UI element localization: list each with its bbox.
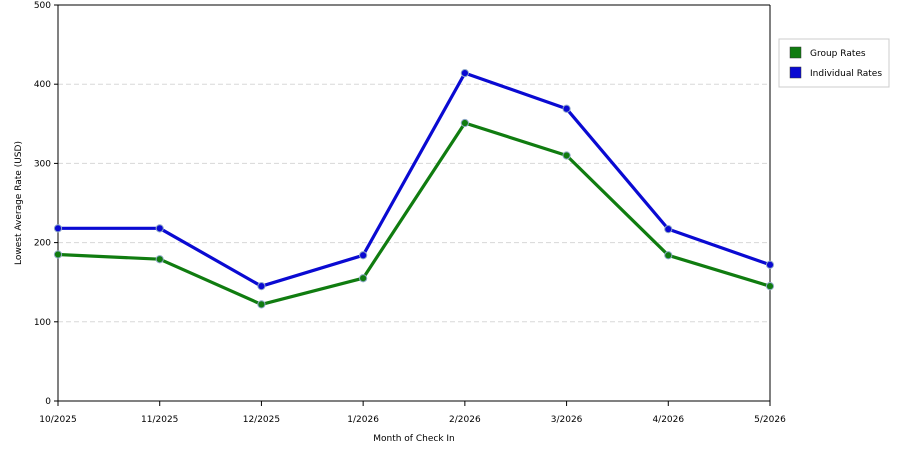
data-point xyxy=(53,250,63,259)
data-point xyxy=(359,274,368,283)
legend-box xyxy=(778,38,890,88)
data-point xyxy=(257,300,266,309)
x-tick-label: 2/2026 xyxy=(449,415,481,425)
legend-label: Group Rates xyxy=(810,49,866,59)
x-tick-label: 1/2026 xyxy=(347,415,379,425)
x-tick-label: 12/2025 xyxy=(243,415,280,425)
legend: Group Rates Individual Rates xyxy=(778,38,890,88)
data-point xyxy=(562,104,571,113)
y-tick-label: 200 xyxy=(34,239,51,249)
x-tick-label: 3/2026 xyxy=(551,415,583,425)
y-tick-label: 100 xyxy=(34,318,51,328)
y-axis-title: Lowest Average Rate (USD) xyxy=(14,141,24,265)
legend-swatch xyxy=(789,66,802,79)
data-point xyxy=(460,118,469,128)
series-line-0 xyxy=(57,121,771,306)
data-point xyxy=(155,255,164,264)
x-tick-label: 4/2026 xyxy=(652,415,684,425)
y-tick-label: 300 xyxy=(34,159,51,169)
y-tick-label: 400 xyxy=(34,80,51,90)
data-point xyxy=(765,260,775,269)
y-tick-label: 500 xyxy=(34,1,51,11)
data-point xyxy=(53,224,63,233)
data-point xyxy=(765,282,775,291)
x-axis-title: Month of Check In xyxy=(373,434,455,444)
legend-swatch xyxy=(789,46,802,59)
x-tick-label: 5/2026 xyxy=(754,415,786,425)
data-point xyxy=(664,225,673,234)
data-point xyxy=(155,224,164,233)
y-tick-label: 0 xyxy=(45,397,51,407)
data-point xyxy=(460,69,469,78)
axes: 0 100 200 300 400 500 10/2025 11/2025 12/2025 1/2… xyxy=(34,1,786,425)
data-point xyxy=(359,251,368,260)
x-tick-label: 11/2025 xyxy=(141,415,178,425)
data-point xyxy=(562,151,571,160)
legend-label: Individual Rates xyxy=(810,69,882,79)
data-point xyxy=(257,282,266,291)
series-line-1 xyxy=(58,71,771,288)
x-tick-label: 10/2025 xyxy=(39,415,76,425)
data-point xyxy=(664,251,673,260)
series-lines xyxy=(53,69,775,309)
